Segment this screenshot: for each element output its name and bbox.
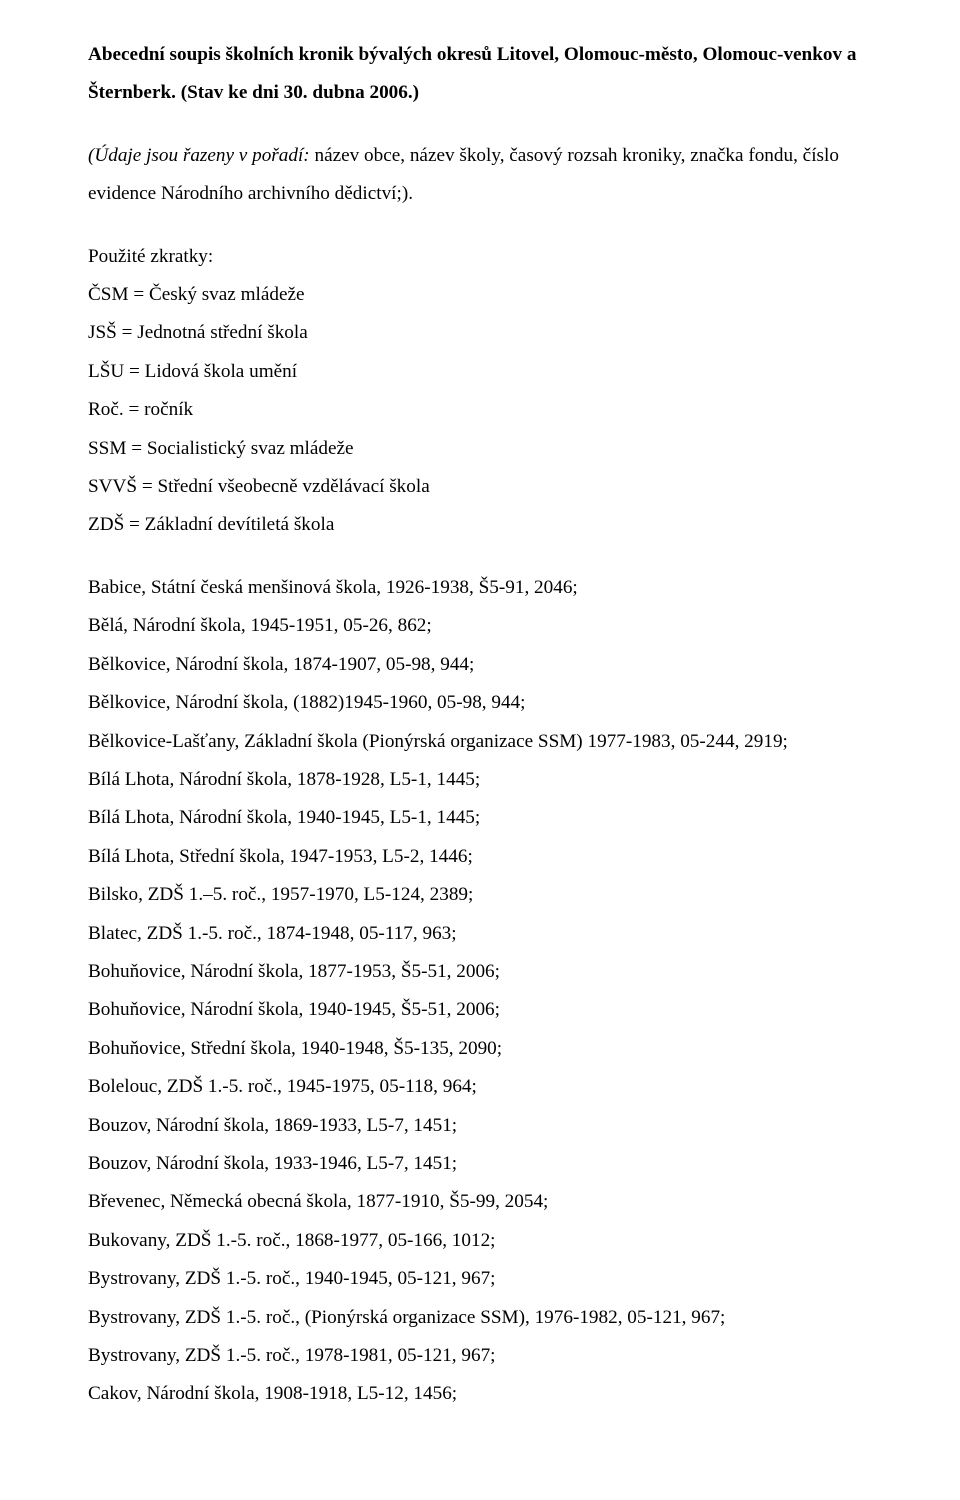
intro-line-2: evidence Národního archivního dědictví;)…	[88, 175, 960, 213]
entry-row: Bouzov, Národní škola, 1869-1933, L5-7, …	[88, 1107, 960, 1145]
abbrev-heading: Použité zkratky:	[88, 238, 960, 276]
entry-row: Bilsko, ZDŠ 1.–5. roč., 1957-1970, L5-12…	[88, 876, 960, 914]
entry-row: Bělá, Národní škola, 1945-1951, 05-26, 8…	[88, 607, 960, 645]
entry-row: Bělkovice-Lašťany, Základní škola (Pioný…	[88, 723, 960, 761]
entry-row: Bukovany, ZDŠ 1.-5. roč., 1868-1977, 05-…	[88, 1222, 960, 1260]
entry-row: Bystrovany, ZDŠ 1.-5. roč., (Pionýrská o…	[88, 1299, 960, 1337]
entry-row: Bílá Lhota, Střední škola, 1947-1953, L5…	[88, 838, 960, 876]
abbrev-item: SVVŠ = Střední všeobecně vzdělávací škol…	[88, 468, 960, 506]
entry-row: Babice, Státní česká menšinová škola, 19…	[88, 569, 960, 607]
entry-row: Bystrovany, ZDŠ 1.-5. roč., 1940-1945, 0…	[88, 1260, 960, 1298]
doc-title-line-1: Abecední soupis školních kronik bývalých…	[88, 36, 960, 74]
abbrev-item: SSM = Socialistický svaz mládeže	[88, 430, 960, 468]
entry-row: Bolelouc, ZDŠ 1.-5. roč., 1945-1975, 05-…	[88, 1068, 960, 1106]
entry-row: Bohuňovice, Národní škola, 1940-1945, Š5…	[88, 991, 960, 1029]
abbrev-item: LŠU = Lidová škola umění	[88, 353, 960, 391]
abbrev-item: ČSM = Český svaz mládeže	[88, 276, 960, 314]
entry-row: Bohuňovice, Střední škola, 1940-1948, Š5…	[88, 1030, 960, 1068]
entry-row: Bělkovice, Národní škola, (1882)1945-196…	[88, 684, 960, 722]
spacer	[88, 113, 960, 137]
abbrev-item: JSŠ = Jednotná střední škola	[88, 314, 960, 352]
entry-row: Bohuňovice, Národní škola, 1877-1953, Š5…	[88, 953, 960, 991]
entry-row: Blatec, ZDŠ 1.-5. roč., 1874-1948, 05-11…	[88, 915, 960, 953]
entry-row: Bílá Lhota, Národní škola, 1878-1928, L5…	[88, 761, 960, 799]
intro-rest-1: název obce, název školy, časový rozsah k…	[310, 145, 839, 166]
spacer	[88, 545, 960, 569]
entry-row: Bílá Lhota, Národní škola, 1940-1945, L5…	[88, 799, 960, 837]
spacer	[88, 214, 960, 238]
abbrev-item: Roč. = ročník	[88, 391, 960, 429]
intro-italic: (Údaje jsou řazeny v pořadí:	[88, 145, 310, 166]
abbrev-item: ZDŠ = Základní devítiletá škola	[88, 506, 960, 544]
entry-row: Cakov, Národní škola, 1908-1918, L5-12, …	[88, 1375, 960, 1413]
entry-row: Břevenec, Německá obecná škola, 1877-191…	[88, 1183, 960, 1221]
entry-row: Bouzov, Národní škola, 1933-1946, L5-7, …	[88, 1145, 960, 1183]
entry-row: Bystrovany, ZDŠ 1.-5. roč., 1978-1981, 0…	[88, 1337, 960, 1375]
intro-line-1: (Údaje jsou řazeny v pořadí: název obce,…	[88, 137, 960, 175]
entry-row: Bělkovice, Národní škola, 1874-1907, 05-…	[88, 646, 960, 684]
doc-title-line-2: Šternberk. (Stav ke dni 30. dubna 2006.)	[88, 74, 960, 112]
